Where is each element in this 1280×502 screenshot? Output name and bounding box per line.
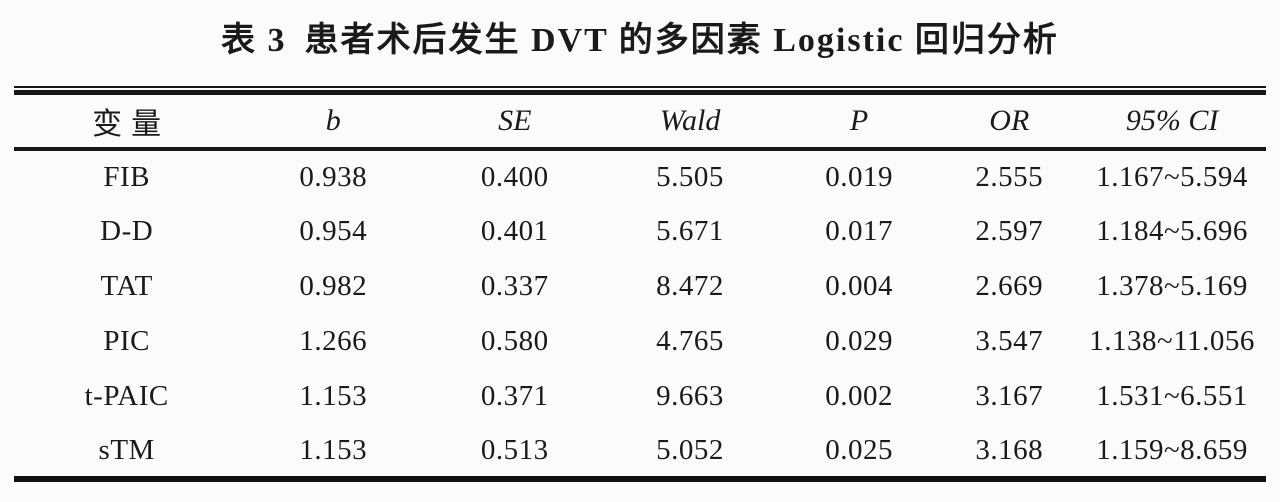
cell-ci: 1.138~11.056 bbox=[1089, 325, 1255, 357]
column-header-or: OR bbox=[989, 104, 1030, 137]
column-header-variable: 变量 bbox=[92, 108, 171, 141]
table-row-pic: PIC 1.266 0.580 4.765 0.029 3.547 1.138~… bbox=[14, 314, 1266, 369]
cell-or: 3.168 bbox=[975, 433, 1044, 466]
table-row-tpaic: t-PAIC 1.153 0.371 9.663 0.002 3.167 1.5… bbox=[14, 369, 1266, 424]
table-row-stm: sTM 1.153 0.513 5.052 0.025 3.168 1.159~… bbox=[14, 424, 1266, 479]
table-title: 患者术后发生 DVT 的多因素 Logistic 回归分析 bbox=[304, 22, 1059, 59]
cell-p: 0.025 bbox=[825, 433, 893, 466]
cell-se: 0.371 bbox=[480, 380, 549, 412]
cell-p: 0.019 bbox=[825, 161, 893, 193]
cell-wald: 5.671 bbox=[656, 215, 724, 247]
table-header: 变量 b SE Wald P OR 95% CI bbox=[14, 95, 1266, 149]
table-number: 表 3 bbox=[221, 22, 287, 59]
cell-se: 0.337 bbox=[480, 270, 549, 302]
cell-p: 0.029 bbox=[825, 325, 893, 357]
cell-or: 3.547 bbox=[975, 325, 1044, 357]
cell-variable: FIB bbox=[103, 161, 150, 193]
cell-b: 0.982 bbox=[299, 270, 368, 302]
cell-ci: 1.531~6.551 bbox=[1096, 380, 1248, 412]
logistic-regression-table: 变量 b SE Wald P OR 95% CI FIB 0.938 0.400… bbox=[14, 95, 1266, 482]
cell-b: 0.938 bbox=[299, 161, 368, 193]
cell-b: 0.954 bbox=[299, 215, 368, 247]
cell-b: 1.153 bbox=[299, 380, 368, 412]
cell-b: 1.266 bbox=[299, 325, 368, 357]
header-row: 变量 b SE Wald P OR 95% CI bbox=[14, 95, 1266, 149]
cell-variable: PIC bbox=[103, 325, 150, 357]
cell-variable: D-D bbox=[100, 215, 154, 247]
column-header-b: b bbox=[325, 104, 341, 137]
cell-or: 2.555 bbox=[975, 161, 1044, 193]
table-caption: 表 3 患者术后发生 DVT 的多因素 Logistic 回归分析 bbox=[14, 0, 1266, 86]
cell-or: 2.669 bbox=[975, 270, 1044, 302]
cell-p: 0.004 bbox=[825, 270, 893, 302]
cell-wald: 8.472 bbox=[656, 270, 724, 302]
table-row-fib: FIB 0.938 0.400 5.505 0.019 2.555 1.167~… bbox=[14, 149, 1266, 204]
cell-wald: 9.663 bbox=[656, 380, 724, 412]
cell-ci: 1.167~5.594 bbox=[1096, 161, 1248, 193]
cell-ci: 1.159~8.659 bbox=[1096, 433, 1248, 466]
cell-wald: 4.765 bbox=[656, 325, 724, 357]
cell-p: 0.002 bbox=[825, 380, 893, 412]
cell-b: 1.153 bbox=[299, 433, 368, 466]
table-body: FIB 0.938 0.400 5.505 0.019 2.555 1.167~… bbox=[14, 149, 1266, 479]
cell-variable: TAT bbox=[100, 270, 153, 302]
cell-wald: 5.505 bbox=[656, 161, 724, 193]
cell-wald: 5.052 bbox=[656, 433, 724, 466]
cell-or: 3.167 bbox=[975, 380, 1044, 412]
table-row-tat: TAT 0.982 0.337 8.472 0.004 2.669 1.378~… bbox=[14, 259, 1266, 314]
table-top-rule bbox=[14, 86, 1266, 95]
cell-ci: 1.378~5.169 bbox=[1096, 270, 1248, 302]
cell-variable: t-PAIC bbox=[84, 380, 169, 412]
column-header-wald: Wald bbox=[659, 104, 721, 137]
cell-or: 2.597 bbox=[975, 215, 1044, 247]
cell-variable: sTM bbox=[98, 433, 155, 466]
cell-se: 0.513 bbox=[480, 433, 549, 466]
table-row-dd: D-D 0.954 0.401 5.671 0.017 2.597 1.184~… bbox=[14, 204, 1266, 259]
column-header-95ci: 95% CI bbox=[1125, 104, 1219, 137]
column-header-p: P bbox=[849, 104, 869, 137]
cell-se: 0.580 bbox=[480, 325, 549, 357]
cell-ci: 1.184~5.696 bbox=[1096, 215, 1248, 247]
cell-se: 0.401 bbox=[480, 215, 549, 247]
cell-se: 0.400 bbox=[480, 161, 549, 193]
cell-p: 0.017 bbox=[825, 215, 893, 247]
column-header-se: SE bbox=[498, 104, 532, 137]
